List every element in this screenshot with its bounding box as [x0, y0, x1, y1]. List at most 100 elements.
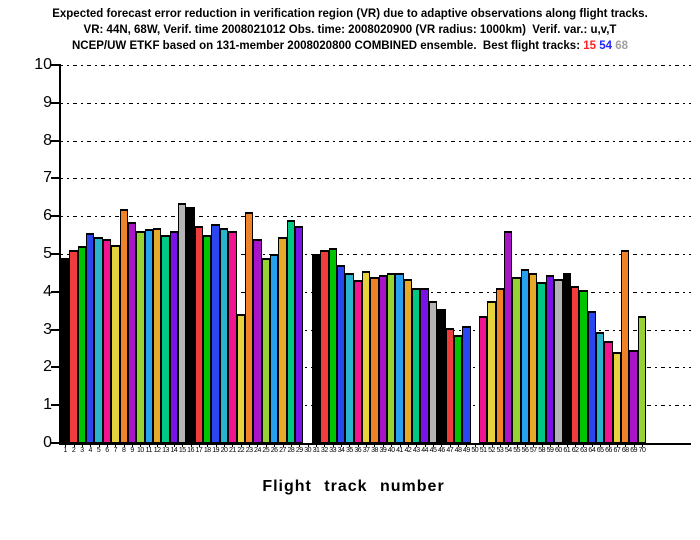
bar-16 — [186, 206, 195, 443]
x-tick-label-17: 17 — [195, 444, 203, 455]
y-tick-2 — [51, 366, 59, 369]
bar-9 — [127, 221, 137, 443]
x-tick-label-18: 18 — [203, 444, 211, 455]
bar-62 — [570, 286, 580, 443]
x-tick-53 — [499, 444, 501, 447]
bar-slot-58 — [537, 65, 546, 443]
bar-slot-26 — [269, 65, 279, 443]
x-tick-54 — [508, 444, 510, 447]
y-tick-label-2: 2 — [43, 358, 52, 376]
x-tick-label-63: 63 — [579, 444, 587, 455]
x-tick-label-29: 29 — [295, 444, 303, 455]
bar-53 — [495, 288, 505, 443]
x-tick-64 — [591, 444, 593, 447]
x-tick-2 — [73, 444, 75, 447]
gridline-7 — [59, 178, 691, 180]
x-tick-62 — [575, 444, 577, 447]
bar-61 — [562, 272, 571, 443]
bar-slot-44 — [420, 65, 429, 443]
bar-slot-25 — [261, 65, 270, 443]
bar-slot-20 — [219, 65, 229, 443]
bar-39 — [378, 274, 388, 443]
bar-slot-29 — [295, 65, 304, 443]
bar-49 — [462, 325, 471, 443]
x-tick-34 — [341, 444, 343, 447]
x-tick-13 — [165, 444, 167, 447]
x-tick-label-22: 22 — [237, 444, 245, 455]
x-tick-11 — [148, 444, 150, 447]
x-tick-40 — [391, 444, 393, 447]
bar-slot-42 — [403, 65, 413, 443]
x-tick-label-43: 43 — [412, 444, 420, 455]
x-tick-60 — [558, 444, 560, 447]
bar-21 — [228, 231, 237, 443]
bar-slot-54 — [504, 65, 513, 443]
bar-64 — [587, 310, 596, 443]
x-tick-label-54: 54 — [504, 444, 512, 455]
bar-slot-3 — [77, 65, 87, 443]
bar-5 — [94, 237, 103, 443]
chart-title-line-3: NCEP/UW ETKF based on 131-member 2008020… — [0, 38, 700, 54]
x-tick-52 — [491, 444, 493, 447]
bar-4 — [86, 233, 95, 443]
y-tick-label-1: 1 — [43, 396, 52, 414]
bar-slot-18 — [203, 65, 212, 443]
x-tick-label-57: 57 — [529, 444, 537, 455]
bar-slot-24 — [253, 65, 262, 443]
x-tick-label-40: 40 — [387, 444, 395, 455]
bar-1 — [61, 257, 70, 443]
x-tick-label-65: 65 — [596, 444, 604, 455]
x-tick-label-58: 58 — [537, 444, 546, 455]
x-tick-43 — [416, 444, 418, 447]
bar-12 — [152, 227, 162, 443]
bar-slot-2 — [69, 65, 78, 443]
bar-45 — [428, 301, 438, 443]
bar-14 — [169, 231, 179, 443]
bar-slot-6 — [102, 65, 112, 443]
x-tick-33 — [332, 444, 334, 447]
bar-slot-70 — [637, 65, 647, 443]
x-tick-10 — [140, 444, 142, 447]
x-tick-28 — [290, 444, 292, 447]
bar-57 — [529, 272, 538, 443]
x-tick-label-32: 32 — [320, 444, 328, 455]
bar-54 — [504, 231, 513, 443]
x-tick-label-5: 5 — [94, 444, 102, 455]
bar-58 — [537, 282, 546, 443]
y-tick-0 — [51, 442, 59, 444]
x-tick-6 — [106, 444, 108, 447]
bar-66 — [604, 340, 613, 443]
x-tick-label-52: 52 — [487, 444, 495, 455]
x-tick-label-33: 33 — [329, 444, 337, 455]
bar-11 — [144, 229, 153, 443]
x-tick-label-42: 42 — [404, 444, 412, 455]
x-tick-label-37: 37 — [362, 444, 370, 455]
bar-17 — [194, 225, 204, 443]
x-tick-label-24: 24 — [253, 444, 261, 455]
x-tick-label-53: 53 — [496, 444, 504, 455]
bar-slot-41 — [395, 65, 404, 443]
x-tick-66 — [608, 444, 610, 447]
bar-slot-11 — [144, 65, 153, 443]
bar-slot-23 — [244, 65, 254, 443]
bar-8 — [119, 208, 128, 443]
x-tick-label-50: 50 — [471, 444, 479, 455]
bar-47 — [445, 327, 454, 443]
bar-slot-34 — [336, 65, 346, 443]
x-tick-4 — [90, 444, 92, 447]
bar-33 — [328, 248, 337, 443]
bar-slot-59 — [545, 65, 555, 443]
bar-slot-62 — [570, 65, 580, 443]
bar-55 — [512, 276, 521, 443]
bar-slot-31 — [311, 65, 321, 443]
gridline-6 — [59, 216, 691, 218]
x-tick-label-25: 25 — [262, 444, 270, 455]
y-tick-1 — [51, 404, 59, 407]
x-tick-label-10: 10 — [136, 444, 144, 455]
bar-7 — [111, 244, 120, 443]
bar-22 — [236, 314, 245, 443]
bar-slot-66 — [604, 65, 613, 443]
x-tick-14 — [173, 444, 175, 447]
bar-slot-30 — [303, 65, 311, 443]
y-tick-label-4: 4 — [43, 282, 52, 300]
